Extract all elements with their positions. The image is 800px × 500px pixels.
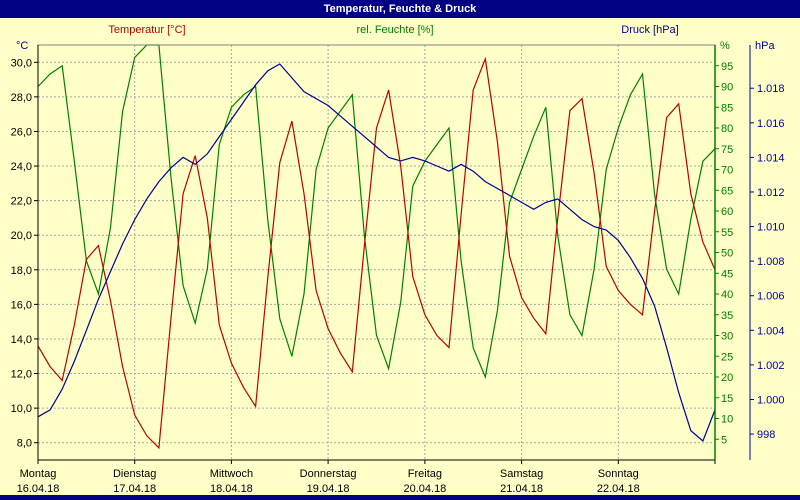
humidity-tick-label: 85 [721, 102, 733, 114]
pressure-tick-label: 1.018 [757, 83, 785, 95]
humidity-axis-unit-label: % [720, 40, 730, 52]
x-axis: Montag 16.04.18 Dienstag 17.04.18 Mittwoch 18… [17, 460, 716, 495]
temp-axis-unit-label: °C [16, 40, 29, 52]
weekday-label: Dienstag [113, 468, 156, 480]
pressure-tick-label: 998 [757, 429, 775, 441]
window-bottom-edge [0, 495, 800, 500]
pressure-tick-label: 1.012 [757, 187, 785, 199]
humidity-tick-label: 20 [721, 372, 733, 384]
pressure-tick-label: 1.016 [757, 118, 785, 130]
plot-background [38, 45, 715, 460]
weekday-label: Freitag [408, 468, 442, 480]
temp-tick-label: 18,0 [11, 265, 32, 277]
legend-humidity: rel. Feuchte [%] [356, 24, 434, 36]
date-label: 21.04.18 [500, 483, 543, 495]
weekday-label: Montag [20, 468, 57, 480]
weekday-label: Donnerstag [300, 468, 357, 480]
humidity-tick-label: 35 [721, 310, 733, 322]
humidity-tick-label: 50 [721, 248, 733, 260]
pressure-tick-label: 1.014 [757, 152, 785, 164]
temp-tick-label: 8,0 [17, 438, 32, 450]
weekday-label: Mittwoch [210, 468, 253, 480]
humidity-tick-label: 75 [721, 144, 733, 156]
humidity-tick-label: 55 [721, 227, 733, 239]
date-label: 22.04.18 [597, 483, 640, 495]
humidity-tick-label: 5 [721, 434, 727, 446]
date-label: 20.04.18 [403, 483, 446, 495]
legend-temperature: Temperatur [°C] [108, 24, 186, 36]
temp-tick-label: 26,0 [11, 126, 32, 138]
humidity-axis: 95 90 85 80 75 70 65 60 55 50 45 40 35 30 25 20 15 10 5 [715, 61, 733, 446]
temp-tick-label: 14,0 [11, 334, 32, 346]
pressure-tick-label: 1.000 [757, 394, 785, 406]
temp-tick-label: 24,0 [11, 161, 32, 173]
humidity-tick-label: 30 [721, 331, 733, 343]
date-label: 17.04.18 [113, 483, 156, 495]
temp-tick-label: 22,0 [11, 196, 32, 208]
window-titlebar: Temperatur, Feuchte & Druck [0, 0, 800, 18]
humidity-tick-label: 70 [721, 165, 733, 177]
humidity-tick-label: 60 [721, 206, 733, 218]
temp-tick-label: 10,0 [11, 403, 32, 415]
date-label: 16.04.18 [17, 483, 60, 495]
temp-axis: 30,0 28,0 26,0 24,0 22,0 20,0 18,0 16,0 14,0 12,0… [11, 57, 38, 450]
pressure-tick-label: 1.010 [757, 222, 785, 234]
series-line-pressure [37, 63, 716, 443]
temp-tick-label: 28,0 [11, 92, 32, 104]
date-label: 19.04.18 [307, 483, 350, 495]
pressure-axis-unit-label: hPa [755, 40, 775, 52]
pressure-tick-label: 1.006 [757, 291, 785, 303]
window-title: Temperatur, Feuchte & Druck [323, 3, 477, 15]
humidity-tick-label: 90 [721, 82, 733, 94]
date-label: 18.04.18 [210, 483, 253, 495]
legend-pressure: Druck [hPa] [621, 24, 679, 36]
humidity-tick-label: 45 [721, 268, 733, 280]
humidity-tick-label: 65 [721, 185, 733, 197]
temp-tick-label: 12,0 [11, 369, 32, 381]
weekday-label: Sonntag [598, 468, 639, 480]
humidity-tick-label: 10 [721, 414, 733, 426]
pressure-tick-label: 1.008 [757, 256, 785, 268]
weekday-label: Samstag [500, 468, 543, 480]
pressure-tick-label: 1.004 [757, 325, 785, 337]
humidity-tick-label: 15 [721, 393, 733, 405]
humidity-tick-label: 80 [721, 123, 733, 135]
humidity-tick-label: 25 [721, 351, 733, 363]
pressure-axis: 1.018 1.016 1.014 1.012 1.010 1.008 1.006 1.004… [749, 45, 785, 460]
temp-tick-label: 30,0 [11, 57, 32, 69]
series-line-temperature [37, 56, 716, 450]
gridlines [38, 45, 715, 460]
temp-tick-label: 20,0 [11, 230, 32, 242]
pressure-tick-label: 1.002 [757, 360, 785, 372]
temp-tick-label: 16,0 [11, 299, 32, 311]
humidity-tick-label: 95 [721, 61, 733, 73]
humidity-tick-label: 40 [721, 289, 733, 301]
